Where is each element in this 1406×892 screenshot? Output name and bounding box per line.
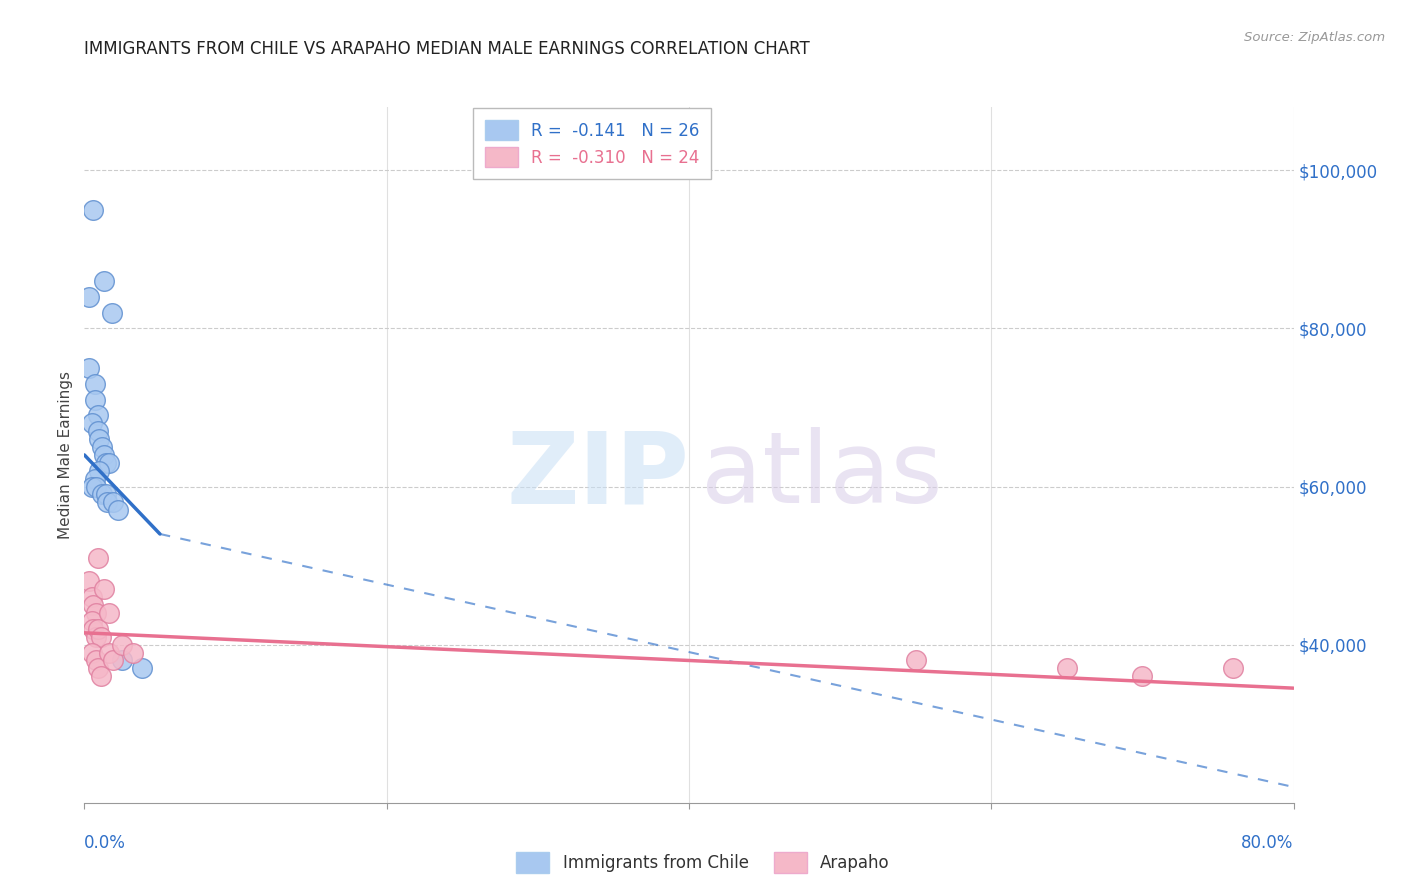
Point [80, 417, 103, 431]
Point [87, 550, 110, 565]
Point [90, 669, 112, 683]
Point [93, 448, 115, 462]
Point [77, 361, 100, 376]
Point [111, 638, 134, 652]
Point [91, 487, 114, 501]
Point [86, 630, 108, 644]
Point [91, 440, 114, 454]
Point [82, 202, 104, 217]
Point [77, 290, 100, 304]
Point [80, 614, 103, 628]
Point [1130, 669, 1153, 683]
Point [86, 653, 108, 667]
Point [96, 495, 118, 509]
Text: ZIP: ZIP [506, 427, 689, 524]
Point [77, 574, 100, 589]
Point [84, 392, 107, 407]
Point [86, 479, 108, 493]
Point [97, 606, 120, 620]
Point [1222, 661, 1244, 675]
Point [80, 479, 103, 493]
Text: 80.0%: 80.0% [1241, 834, 1294, 852]
Legend: R =  -0.141   N = 26, R =  -0.310   N = 24: R = -0.141 N = 26, R = -0.310 N = 24 [472, 109, 711, 179]
Point [82, 598, 104, 612]
Point [84, 472, 107, 486]
Point [90, 630, 112, 644]
Point [97, 456, 120, 470]
Point [93, 582, 115, 597]
Point [101, 653, 124, 667]
Point [94, 487, 117, 501]
Point [89, 464, 111, 478]
Point [101, 495, 124, 509]
Point [82, 622, 104, 636]
Text: 0.0%: 0.0% [84, 834, 127, 852]
Point [84, 376, 107, 391]
Point [131, 661, 153, 675]
Point [89, 432, 111, 446]
Point [87, 409, 110, 423]
Point [87, 622, 110, 636]
Text: IMMIGRANTS FROM CHILE VS ARAPAHO MEDIAN MALE EARNINGS CORRELATION CHART: IMMIGRANTS FROM CHILE VS ARAPAHO MEDIAN … [84, 40, 810, 58]
Point [100, 305, 122, 319]
Point [86, 606, 108, 620]
Point [904, 653, 927, 667]
Point [87, 661, 110, 675]
Point [121, 646, 143, 660]
Point [80, 646, 103, 660]
Point [94, 456, 117, 470]
Point [93, 274, 115, 288]
Point [97, 646, 120, 660]
Point [107, 503, 129, 517]
Point [1056, 661, 1078, 675]
Legend: Immigrants from Chile, Arapaho: Immigrants from Chile, Arapaho [509, 846, 897, 880]
Point [111, 653, 134, 667]
Text: atlas: atlas [702, 427, 942, 524]
Point [87, 424, 110, 438]
Point [80, 591, 103, 605]
Text: Source: ZipAtlas.com: Source: ZipAtlas.com [1244, 31, 1385, 45]
Y-axis label: Median Male Earnings: Median Male Earnings [58, 371, 73, 539]
